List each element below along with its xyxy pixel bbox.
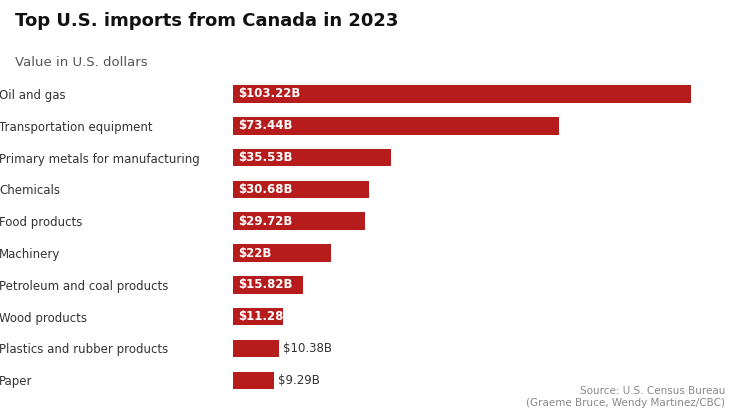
Text: $22B: $22B	[238, 247, 272, 260]
Text: $10.38B: $10.38B	[283, 342, 332, 355]
Bar	[233, 371, 275, 389]
Bar	[233, 85, 691, 103]
Bar	[233, 308, 283, 325]
Text: Top U.S. imports from Canada in 2023: Top U.S. imports from Canada in 2023	[15, 12, 398, 30]
Bar	[233, 276, 303, 294]
Text: $15.82B: $15.82B	[238, 278, 293, 291]
Bar	[233, 181, 369, 198]
Text: Source: U.S. Census Bureau
(Graeme Bruce, Wendy Martinez/CBC): Source: U.S. Census Bureau (Graeme Bruce…	[526, 386, 725, 408]
Bar	[233, 340, 279, 357]
Text: $29.72B: $29.72B	[238, 215, 293, 228]
Text: $11.28B: $11.28B	[238, 310, 293, 323]
Bar	[233, 149, 391, 166]
Bar	[233, 213, 365, 230]
Bar	[233, 117, 559, 134]
Text: $35.53B: $35.53B	[238, 151, 293, 164]
Bar	[233, 244, 331, 262]
Text: $9.29B: $9.29B	[278, 374, 320, 387]
Text: $73.44B: $73.44B	[238, 119, 293, 132]
Text: Value in U.S. dollars: Value in U.S. dollars	[15, 56, 147, 69]
Text: $103.22B: $103.22B	[238, 87, 300, 101]
Text: $30.68B: $30.68B	[238, 183, 293, 196]
